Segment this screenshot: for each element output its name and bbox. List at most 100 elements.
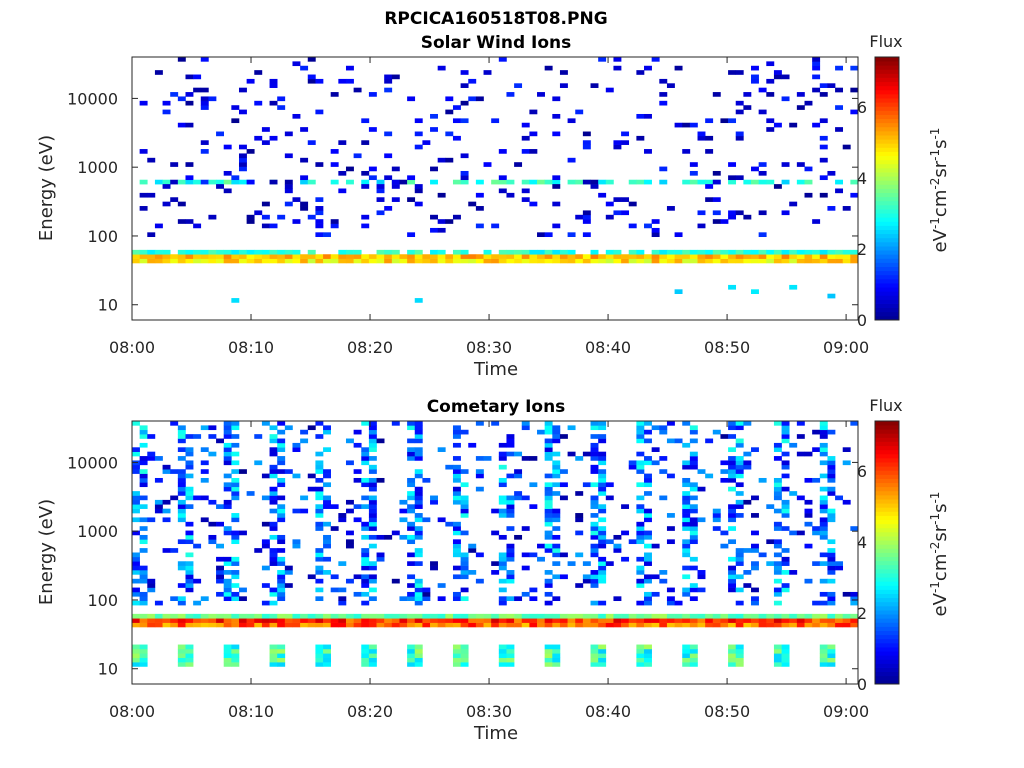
- cometary-heatmap-cell: [682, 517, 691, 523]
- cometary-heatmap-cell: [590, 653, 599, 658]
- solar-wind-heatmap-cell: [468, 258, 477, 264]
- cometary-colorbar-swatch: [875, 556, 899, 562]
- solar-wind-y-tick-label: 10: [98, 296, 118, 315]
- solar-wind-heatmap-cell: [254, 100, 263, 106]
- solar-wind-heatmap-cell: [674, 254, 683, 259]
- cometary-heatmap-cell: [644, 534, 652, 540]
- cometary-heatmap-cell: [368, 513, 377, 518]
- solar-wind-heatmap-cell: [391, 258, 400, 264]
- cometary-heatmap-cell: [689, 464, 698, 470]
- solar-wind-heatmap-cell: [636, 70, 645, 75]
- cometary-heatmap-cell: [659, 578, 668, 584]
- solar-wind-heatmap-cell: [835, 254, 844, 259]
- solar-wind-heatmap-cell: [384, 87, 393, 93]
- cometary-heatmap-cell: [567, 561, 576, 566]
- solar-wind-colorbar-swatch: [875, 188, 899, 194]
- cometary-heatmap-cell: [804, 499, 813, 505]
- solar-wind-heatmap-cell: [552, 223, 561, 229]
- cometary-heatmap-cell: [773, 442, 782, 448]
- cometary-x-tick-label: 08:20: [347, 702, 393, 721]
- solar-wind-heatmap-cell: [582, 210, 591, 216]
- cometary-heatmap-cell: [300, 618, 309, 623]
- cometary-heatmap-cell: [781, 653, 790, 658]
- cometary-heatmap-cell: [223, 425, 232, 431]
- cometary-colorbar-swatch: [875, 519, 899, 525]
- cometary-heatmap-cell: [399, 618, 408, 623]
- solar-wind-heatmap-cell: [238, 179, 247, 185]
- solar-wind-heatmap-cell: [796, 249, 805, 255]
- solar-wind-ylabel: Energy (eV): [36, 135, 57, 241]
- solar-wind-heatmap-cell: [567, 258, 576, 264]
- cometary-colorbar-swatch: [875, 499, 899, 504]
- cometary-heatmap-cell: [353, 477, 362, 483]
- solar-wind-heatmap-cell: [697, 249, 706, 255]
- cometary-heatmap-cell: [330, 526, 339, 531]
- cometary-heatmap-cell: [743, 499, 752, 505]
- solar-wind-colorbar-swatch: [875, 176, 899, 181]
- solar-wind-heatmap-cell: [414, 201, 423, 207]
- cometary-heatmap-cell: [200, 447, 209, 452]
- cometary-heatmap-cell: [132, 570, 140, 575]
- solar-wind-heatmap-cell: [812, 61, 821, 67]
- cometary-heatmap-cell: [781, 570, 790, 575]
- cometary-heatmap-cell: [223, 460, 232, 466]
- solar-wind-heatmap-cell: [674, 65, 683, 71]
- cometary-x-tick-label: 08:40: [585, 702, 631, 721]
- cometary-heatmap-cell: [315, 508, 324, 514]
- cometary-heatmap-cell: [590, 521, 599, 527]
- solar-wind-heatmap-cell: [521, 122, 530, 128]
- solar-wind-heatmap-cell: [483, 249, 492, 255]
- cometary-heatmap-cell: [223, 447, 232, 452]
- cometary-heatmap-cell: [414, 657, 423, 663]
- solar-wind-heatmap-cell: [445, 131, 454, 137]
- cometary-heatmap-cell: [132, 613, 140, 619]
- cometary-heatmap-cell: [796, 613, 805, 619]
- cometary-heatmap-cell: [758, 552, 767, 558]
- cometary-heatmap-cell: [689, 460, 698, 466]
- cometary-heatmap-cell: [132, 618, 140, 623]
- solar-wind-heatmap-cell: [559, 254, 568, 259]
- cometary-heatmap-cell: [804, 477, 813, 483]
- solar-wind-heatmap-cell: [781, 162, 790, 167]
- solar-wind-heatmap-cell: [773, 74, 782, 80]
- cometary-heatmap-cell: [827, 561, 836, 566]
- cometary-heatmap-cell: [361, 662, 370, 667]
- cometary-heatmap-cell: [590, 482, 599, 488]
- cometary-heatmap-cell: [452, 491, 461, 496]
- solar-wind-heatmap-cell: [422, 258, 431, 264]
- solar-wind-heatmap-cell: [384, 206, 393, 211]
- solar-wind-heatmap-cell: [422, 254, 431, 259]
- cometary-heatmap-cell: [498, 657, 507, 663]
- cometary-heatmap-cell: [323, 648, 331, 654]
- cometary-heatmap-cell: [781, 486, 790, 492]
- solar-wind-heatmap-cell: [567, 157, 576, 163]
- cometary-heatmap-cell: [399, 613, 408, 619]
- solar-wind-heatmap-cell: [804, 179, 813, 185]
- solar-wind-heatmap-cell: [407, 179, 416, 185]
- cometary-heatmap-cell: [139, 613, 148, 619]
- cometary-heatmap-cell: [422, 587, 431, 593]
- cometary-heatmap-cell: [452, 644, 461, 650]
- cometary-heatmap-cell: [773, 653, 782, 658]
- cometary-heatmap-cell: [552, 429, 561, 435]
- cometary-heatmap-cell: [254, 460, 263, 466]
- cometary-heatmap-cell: [185, 578, 194, 584]
- cometary-heatmap-cell: [842, 499, 851, 505]
- cometary-heatmap-cell: [743, 622, 752, 628]
- cometary-heatmap-cell: [636, 570, 645, 575]
- solar-wind-colorbar-swatch: [875, 291, 899, 296]
- solar-wind-heatmap-cell: [521, 197, 530, 202]
- cometary-heatmap-cell: [689, 618, 698, 623]
- cometary-heatmap-cell: [689, 425, 698, 431]
- cometary-heatmap-cell: [559, 434, 568, 439]
- cometary-heatmap-cell: [567, 451, 576, 457]
- cometary-heatmap-cell: [827, 539, 836, 545]
- cometary-heatmap-cell: [735, 618, 744, 623]
- solar-wind-heatmap-cell: [735, 135, 744, 141]
- cometary-heatmap-cell: [636, 657, 645, 663]
- cometary-heatmap-cell: [682, 653, 691, 658]
- solar-wind-heatmap-cell: [147, 258, 156, 264]
- solar-wind-heatmap-cell: [238, 166, 247, 172]
- cometary-heatmap-cell: [361, 622, 370, 628]
- cometary-heatmap-cell: [552, 543, 561, 549]
